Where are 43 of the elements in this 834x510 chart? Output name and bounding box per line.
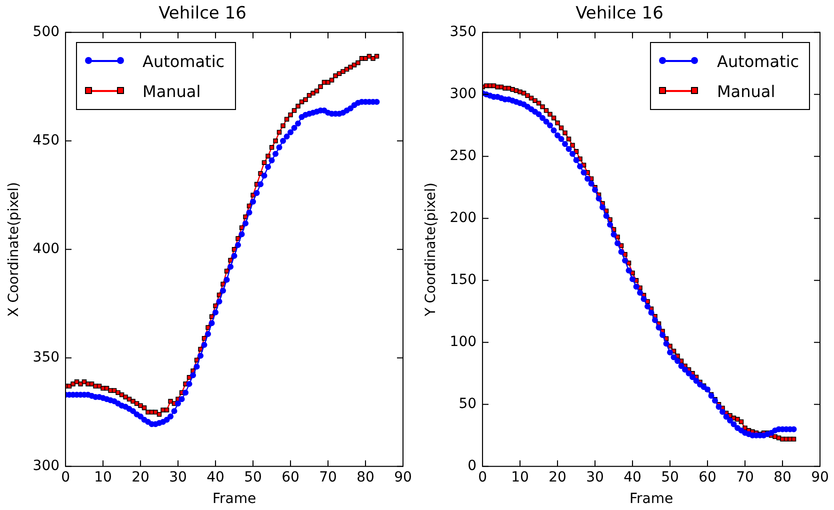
- y-tick-label: 50: [458, 396, 477, 412]
- x-tick-label: 90: [394, 469, 412, 486]
- x-tick-label: 90: [811, 469, 829, 486]
- y-tick-label: 100: [450, 334, 477, 350]
- legend-label: Manual: [717, 82, 776, 101]
- x-tick-label: 80: [356, 469, 374, 486]
- x-tick-label: 50: [661, 469, 679, 486]
- y-tick-label: 250: [450, 148, 477, 164]
- y-tick-label: 150: [450, 272, 477, 288]
- y-tick-label: 450: [32, 132, 60, 149]
- x-tick-label: 40: [206, 469, 224, 486]
- legend-label: Automatic: [717, 52, 800, 71]
- y-tick-label: 350: [32, 350, 60, 366]
- x-axis-title: Frame: [212, 491, 256, 508]
- x-tick-label: 20: [548, 469, 566, 486]
- y-tick-label: 350: [450, 24, 477, 40]
- x-tick-label: 0: [478, 469, 487, 486]
- x-tick-label: 80: [774, 469, 792, 486]
- y-tick-label: 0: [468, 458, 477, 474]
- x-tick-label: 70: [736, 469, 754, 486]
- x-tick-label: 30: [169, 469, 187, 486]
- x-tick-label: 40: [624, 469, 642, 486]
- y-tick-label: 400: [32, 241, 60, 258]
- x-tick-label: 70: [319, 469, 337, 486]
- chart-title: Vehilce 16: [158, 4, 246, 24]
- y-tick-label: 300: [450, 86, 477, 102]
- x-axis-title: Frame: [629, 491, 674, 508]
- legend-label: Automatic: [142, 52, 225, 71]
- chart-title: Vehilce 16: [576, 4, 664, 24]
- y-axis-title: Y Coordinate(pixel): [423, 182, 440, 318]
- x-tick-label: 30: [586, 469, 604, 486]
- x-tick-label: 60: [698, 469, 716, 486]
- legend-label: Manual: [142, 82, 201, 101]
- x-tick-label: 10: [511, 469, 529, 486]
- x-tick-label: 50: [244, 469, 262, 486]
- y-tick-label: 500: [32, 24, 60, 40]
- y-tick-label: 300: [32, 458, 60, 474]
- x-tick-label: 0: [61, 469, 70, 486]
- x-tick-label: 60: [282, 469, 300, 486]
- x-tick-label: 10: [94, 469, 112, 486]
- x-tick-label: 20: [132, 469, 150, 486]
- y-tick-label: 200: [450, 210, 477, 226]
- y-axis-title: X Coordinate(pixel): [6, 182, 22, 317]
